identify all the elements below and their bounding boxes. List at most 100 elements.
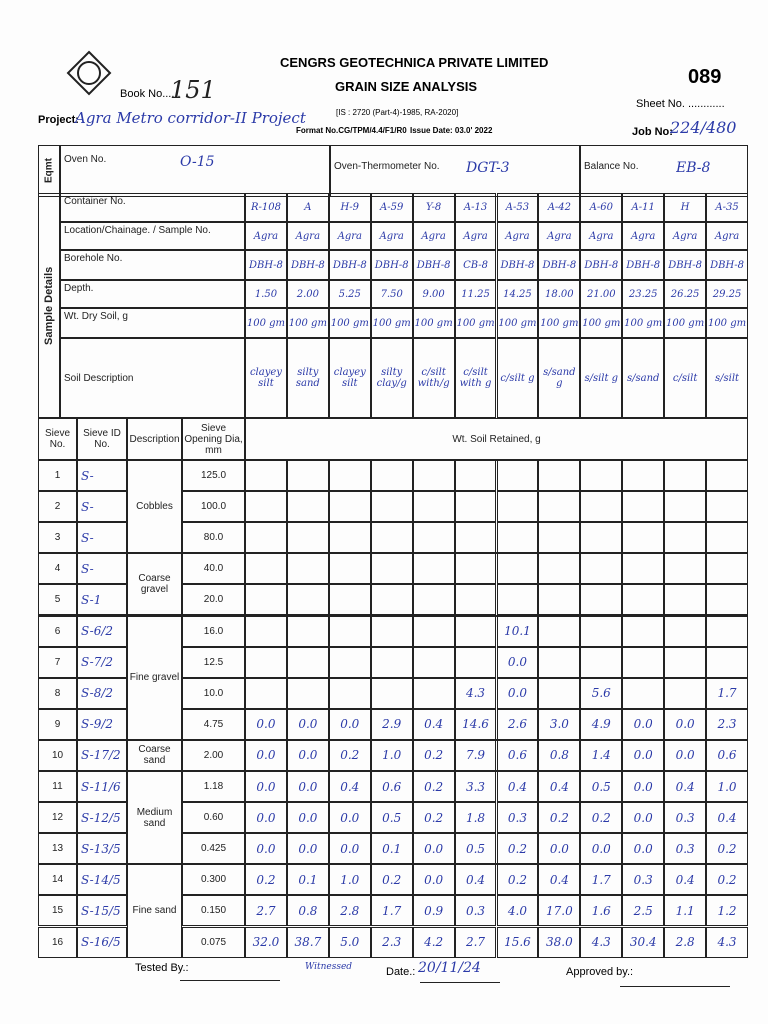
retained-value: 0.8 xyxy=(286,895,329,927)
detail-value: 100 gm xyxy=(538,308,581,338)
detail-value: DBH-8 xyxy=(328,250,371,280)
book-no: 151 xyxy=(170,76,216,104)
detail-value: Agra xyxy=(538,222,581,250)
detail-value: 29.25 xyxy=(706,280,748,308)
col-header: Description xyxy=(127,418,182,460)
detail-value: 100 gm xyxy=(496,308,539,338)
retained-value xyxy=(496,491,539,523)
retained-value xyxy=(245,553,287,585)
retained-value xyxy=(496,584,539,616)
retained-value xyxy=(580,460,623,492)
detail-value: 100 gm xyxy=(706,308,748,338)
detail-value: c/silt with g xyxy=(454,338,497,418)
sieve-opening: 12.5 xyxy=(182,646,245,678)
detail-value: Agra xyxy=(245,222,287,250)
retained-value: 1.7 xyxy=(706,677,748,709)
detail-value: A-35 xyxy=(706,193,748,222)
retained-value: 1.1 xyxy=(664,895,707,927)
retained-value: 3.0 xyxy=(538,708,581,740)
sieve-no: 12 xyxy=(38,802,77,834)
retained-value: 2.5 xyxy=(622,895,665,927)
detail-value: DBH-8 xyxy=(496,250,539,280)
retained-value xyxy=(328,646,371,678)
date-label: Date.: xyxy=(386,966,416,978)
detail-value: s/silt xyxy=(706,338,748,418)
retained-value: 0.4 xyxy=(664,864,707,896)
retained-value: 4.9 xyxy=(580,708,623,740)
date: 20/11/24 xyxy=(418,960,481,976)
retained-value xyxy=(412,646,455,678)
retained-value xyxy=(412,522,455,554)
detail-value: DBH-8 xyxy=(664,250,707,280)
retained-value xyxy=(664,646,707,678)
sieve-opening: 20.0 xyxy=(182,584,245,616)
retained-value: 38.7 xyxy=(286,926,329,958)
retained-value: 0.2 xyxy=(496,833,539,865)
retained-value xyxy=(538,553,581,585)
retained-value: 0.4 xyxy=(454,864,497,896)
sieve-no: 7 xyxy=(38,646,77,678)
sieve-id: S-9/2 xyxy=(77,708,127,740)
retained-value xyxy=(706,646,748,678)
sieve-description: Coarse gravel xyxy=(127,553,182,616)
retained-value: 0.2 xyxy=(412,771,455,803)
retained-value xyxy=(622,646,665,678)
detail-value: s/sand g xyxy=(538,338,581,418)
detail-value: s/sand xyxy=(622,338,665,418)
retained-value xyxy=(370,553,413,585)
company: CENGRS GEOTECHNICA PRIVATE LIMITED xyxy=(280,55,549,70)
retained-value xyxy=(622,677,665,709)
retained-value xyxy=(538,460,581,492)
detail-value: Y-8 xyxy=(412,193,455,222)
retained-value: 7.9 xyxy=(454,739,497,771)
sieve-no: 16 xyxy=(38,926,77,958)
retained-value: 14.6 xyxy=(454,708,497,740)
sieve-id: S-7/2 xyxy=(77,646,127,678)
retained-value: 0.4 xyxy=(496,771,539,803)
col-header: Wt. Soil Retained, g xyxy=(245,418,748,460)
retained-value: 0.5 xyxy=(454,833,497,865)
sieve-description: Fine gravel xyxy=(127,615,182,740)
retained-value xyxy=(245,584,287,616)
sheet-no: 089 xyxy=(688,66,722,88)
detail-value: silty clay/g xyxy=(370,338,413,418)
detail-value: 9.00 xyxy=(412,280,455,308)
detail-value: Agra xyxy=(496,222,539,250)
retained-value: 3.3 xyxy=(454,771,497,803)
detail-value: H-9 xyxy=(328,193,371,222)
sieve-opening: 0.425 xyxy=(182,833,245,865)
detail-value: Agra xyxy=(328,222,371,250)
sieve-opening: 125.0 xyxy=(182,460,245,492)
retained-value xyxy=(328,615,371,647)
retained-value: 10.1 xyxy=(496,615,539,647)
sieve-id: S-6/2 xyxy=(77,615,127,647)
detail-value: A xyxy=(286,193,329,222)
sieve-id: S-1 xyxy=(77,584,127,616)
balance-value: EB-8 xyxy=(676,160,711,176)
retained-value xyxy=(580,615,623,647)
retained-value xyxy=(328,491,371,523)
retained-value xyxy=(664,460,707,492)
retained-value: 0.1 xyxy=(370,833,413,865)
retained-value: 0.0 xyxy=(622,708,665,740)
detail-value: DBH-8 xyxy=(580,250,623,280)
standard: [IS : 2720 (Part-4)-1985, RA-2020] xyxy=(336,108,459,117)
retained-value: 38.0 xyxy=(538,926,581,958)
retained-value: 4.3 xyxy=(580,926,623,958)
retained-value: 0.4 xyxy=(538,864,581,896)
sieve-opening: 0.150 xyxy=(182,895,245,927)
retained-value: 0.3 xyxy=(664,802,707,834)
sieve-id: S-16/5 xyxy=(77,926,127,958)
sieve-no: 4 xyxy=(38,553,77,585)
retained-value: 1.2 xyxy=(706,895,748,927)
detail-value: 2.00 xyxy=(286,280,329,308)
retained-value: 0.3 xyxy=(496,802,539,834)
project-label: Project: xyxy=(38,114,79,126)
retained-value: 5.0 xyxy=(328,926,371,958)
retained-value xyxy=(538,491,581,523)
sieve-no: 6 xyxy=(38,615,77,647)
retained-value: 0.0 xyxy=(286,739,329,771)
retained-value xyxy=(412,677,455,709)
detail-value: DBH-8 xyxy=(286,250,329,280)
group-separator xyxy=(38,459,748,461)
